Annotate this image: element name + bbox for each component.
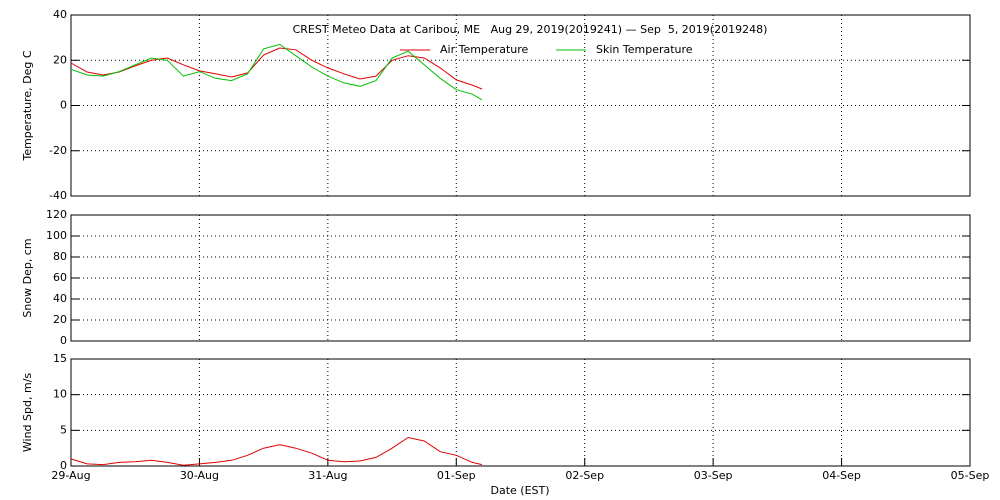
y-axis-label: Wind Spd, m/s: [21, 373, 34, 453]
y-tick-label: 40: [53, 8, 67, 21]
series-line: [70, 436, 483, 466]
x-tick-label: 31-Aug: [308, 469, 347, 482]
legend-label: Skin Temperature: [596, 43, 693, 56]
series-line: [70, 47, 483, 90]
legend-label: Air Temperature: [440, 43, 529, 56]
y-tick-label: 100: [46, 229, 67, 242]
y-tick-label: 120: [46, 208, 67, 221]
y-tick-label: -20: [49, 144, 67, 157]
y-tick-label: 40: [53, 292, 67, 305]
y-tick-label: 20: [53, 53, 67, 66]
x-tick-label: 01-Sep: [437, 469, 476, 482]
x-tick-label: 04-Sep: [822, 469, 861, 482]
y-tick-label: 5: [60, 423, 67, 436]
y-axis-label: Snow Dep, cm: [21, 238, 34, 317]
x-tick-label: 05-Sep: [951, 469, 990, 482]
x-tick-label: 29-Aug: [51, 469, 90, 482]
x-tick-label: 02-Sep: [565, 469, 604, 482]
x-tick-label: 03-Sep: [694, 469, 733, 482]
y-axis-label: Temperature, Deg C: [21, 50, 34, 161]
y-tick-label: 20: [53, 313, 67, 326]
y-tick-label: 60: [53, 271, 67, 284]
y-tick-label: 0: [60, 459, 67, 472]
chart-title: CREST Meteo Data at Caribou, ME Aug 29, …: [293, 23, 768, 36]
y-tick-label: 0: [60, 334, 67, 347]
x-axis-label: Date (EST): [490, 484, 549, 497]
y-tick-label: -40: [49, 189, 67, 202]
y-tick-label: 80: [53, 250, 67, 263]
y-tick-label: 0: [60, 99, 67, 112]
series-line: [70, 43, 483, 101]
plot-frame: [70, 358, 971, 467]
x-tick-label: 30-Aug: [180, 469, 219, 482]
y-tick-label: 15: [53, 352, 67, 365]
y-tick-label: 10: [53, 388, 67, 401]
